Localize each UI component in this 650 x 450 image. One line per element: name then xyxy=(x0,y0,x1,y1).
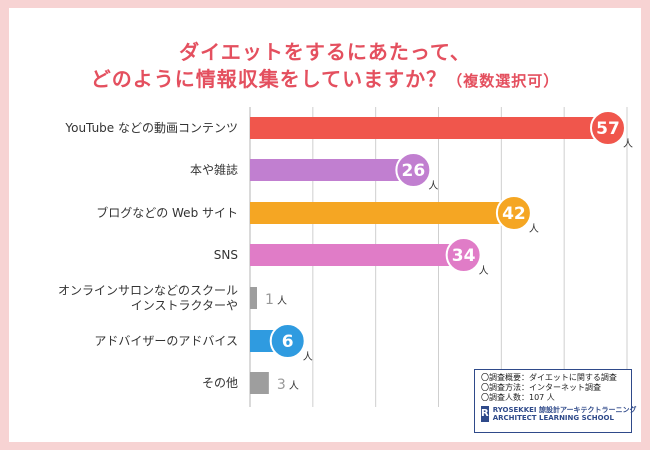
unit-label: 人 xyxy=(529,223,539,235)
unit-label: 人 xyxy=(479,265,489,277)
chart-title-line2: どのように情報収集をしていますか？（複数選択可） xyxy=(0,63,650,92)
logo-line1: RYOSEKKEI 諒設計アーキテクトラーニング xyxy=(492,406,637,414)
unit-label: 人 xyxy=(277,295,287,307)
value-badge xyxy=(495,195,532,231)
value-label: 1 xyxy=(265,292,274,308)
bar xyxy=(250,372,269,394)
company-logo: R RYOSEKKEI 諒設計アーキテクトラーニング ARCHITECT LEA… xyxy=(481,406,637,422)
chart-title-question: どのように情報収集をしていますか？ xyxy=(90,67,448,91)
unit-label: 人 xyxy=(289,380,299,392)
bar xyxy=(250,159,414,181)
value-label: 6 xyxy=(282,332,294,352)
value-label: 26 xyxy=(402,161,426,181)
category-label: アドバイザーのアドバイス xyxy=(94,334,238,348)
survey-overview: 〇調査概要：ダイエットに関する調査 xyxy=(481,373,617,382)
value-badge xyxy=(590,110,626,146)
logo-mark: R xyxy=(481,406,489,422)
value-badge xyxy=(395,152,432,188)
survey-notes: 〇調査概要：ダイエットに関する調査 〇調査方法：インターネット調査 〇調査人数：… xyxy=(474,369,637,433)
survey-method: 〇調査方法：インターネット調査 xyxy=(481,383,601,392)
value-badge xyxy=(445,237,482,273)
bar xyxy=(250,287,257,309)
category-label: インストラクターや xyxy=(131,299,238,313)
chart-title-sub: （複数選択可） xyxy=(447,72,560,90)
bar xyxy=(250,117,609,139)
category-label: オンラインサロンなどのスクール xyxy=(58,284,238,298)
value-label: 3 xyxy=(277,377,286,393)
survey-count: 〇調査人数：107 人 xyxy=(481,393,555,402)
unit-label: 人 xyxy=(303,351,313,363)
logo-line2: ARCHITECT LEARNING SCHOOL xyxy=(492,414,614,422)
logo-text: RYOSEKKEI 諒設計アーキテクトラーニング ARCHITECT LEARN… xyxy=(493,406,637,422)
value-badge xyxy=(269,323,306,359)
value-label: 57 xyxy=(596,119,620,139)
category-label: ブログなどの Web サイト xyxy=(96,205,238,220)
unit-label: 人 xyxy=(428,180,438,192)
bar xyxy=(250,202,514,224)
category-label: SNS xyxy=(214,248,238,262)
category-label: YouTube などの動画コンテンツ xyxy=(64,121,238,135)
category-label: 本や雑誌 xyxy=(190,162,238,177)
category-label: その他 xyxy=(202,376,238,390)
bar xyxy=(250,244,464,266)
chart-title-line1: ダイエットをするにあたって、 xyxy=(179,40,471,64)
value-label: 42 xyxy=(502,204,526,224)
value-label: 34 xyxy=(452,246,476,266)
unit-label: 人 xyxy=(623,138,633,150)
